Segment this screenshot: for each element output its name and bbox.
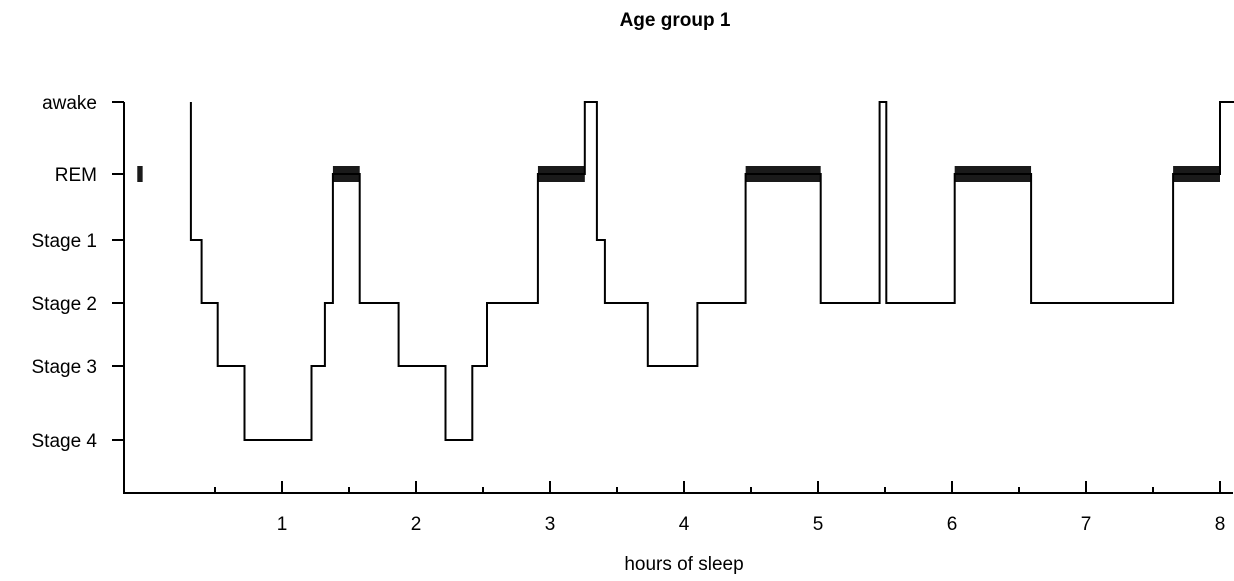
x-axis-label: hours of sleep xyxy=(624,554,743,575)
rem-periods xyxy=(137,166,1220,182)
x-axis-ticks: 1 2 3 4 5 6 7 8 xyxy=(214,481,1226,535)
x-tick-label: 6 xyxy=(947,514,958,535)
x-tick-label: 5 xyxy=(813,514,824,535)
y-tick-label: REM xyxy=(55,165,97,186)
x-tick-label: 8 xyxy=(1215,514,1226,535)
x-tick-label: 3 xyxy=(545,514,556,535)
sleep-stage-line xyxy=(189,101,1234,441)
x-tick-label: 1 xyxy=(277,514,288,535)
y-tick-label: Stage 3 xyxy=(32,357,98,378)
x-tick-label: 2 xyxy=(411,514,422,535)
chart-title: Age group 1 xyxy=(620,10,731,31)
y-tick-label: Stage 4 xyxy=(32,431,98,452)
y-axis-ticks: awake REM Stage 1 Stage 2 Stage 3 Stage 4 xyxy=(32,93,124,452)
x-tick-label: 4 xyxy=(679,514,690,535)
y-tick-label: Stage 2 xyxy=(32,294,98,315)
x-tick-label: 7 xyxy=(1081,514,1092,535)
y-tick-label: awake xyxy=(42,93,97,114)
rem-period-bar xyxy=(137,166,143,182)
y-tick-label: Stage 1 xyxy=(32,231,98,252)
